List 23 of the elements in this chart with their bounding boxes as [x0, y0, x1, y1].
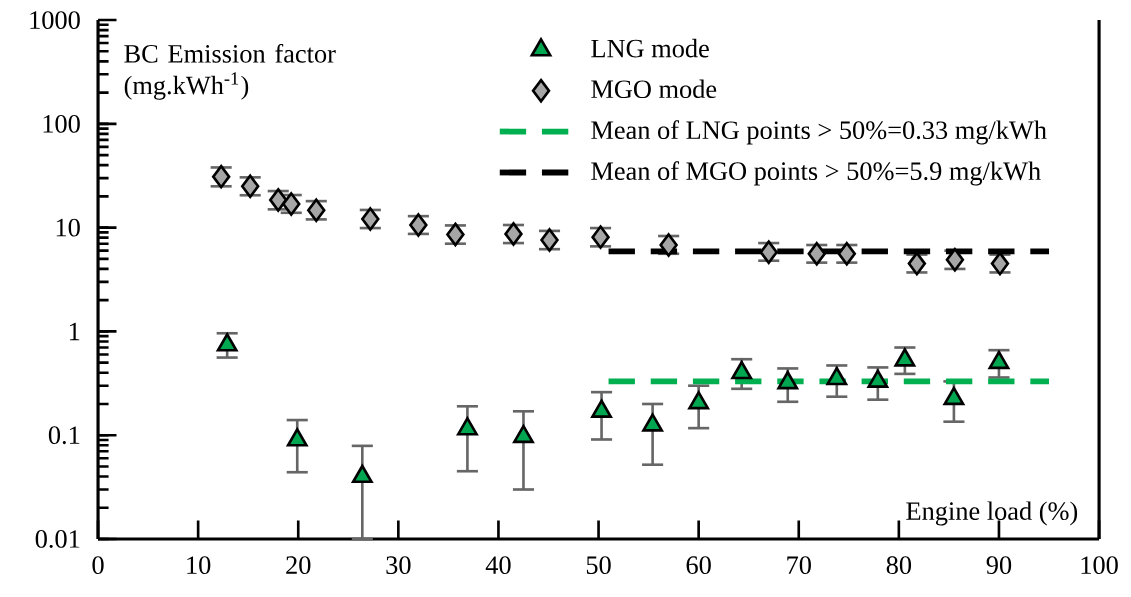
y-tick-label: 10 — [56, 218, 80, 237]
x-tick-label: 80 — [886, 556, 912, 575]
legend-label: LNG mode — [591, 38, 709, 58]
y-tick-label: 0.1 — [48, 426, 80, 445]
legend-label: Mean of LNG points > 50%=0.33 mg/kWh — [591, 120, 1047, 145]
y-tick-label: 0.01 — [35, 530, 80, 548]
x-tick-label: 0 — [92, 556, 104, 575]
x-tick-label: 30 — [386, 556, 411, 575]
x-tick-label: 40 — [485, 556, 511, 575]
y-tick-label: 1000 — [30, 11, 80, 29]
legend-label: Mean of MGO points > 50%=5.9 mg/kWh — [591, 161, 1041, 186]
x-tick-label: 90 — [986, 556, 1012, 575]
x-tick-label: 10 — [187, 556, 211, 575]
x-tick-label: 60 — [686, 556, 711, 575]
x-axis-title: Engine load (%) — [906, 501, 1078, 526]
x-tick-label: 20 — [286, 556, 311, 575]
y-axis-title: BC Emission factor (mg.kWh$^{-1}$) — [124, 43, 336, 100]
y-tick-label: 100 — [43, 114, 80, 133]
y-tick-label: 1 — [69, 322, 80, 341]
x-tick-label: 70 — [787, 556, 811, 575]
x-tick-label: 50 — [586, 556, 611, 575]
x-tick-label: 100 — [1081, 556, 1118, 575]
legend-label: MGO mode — [591, 79, 717, 99]
